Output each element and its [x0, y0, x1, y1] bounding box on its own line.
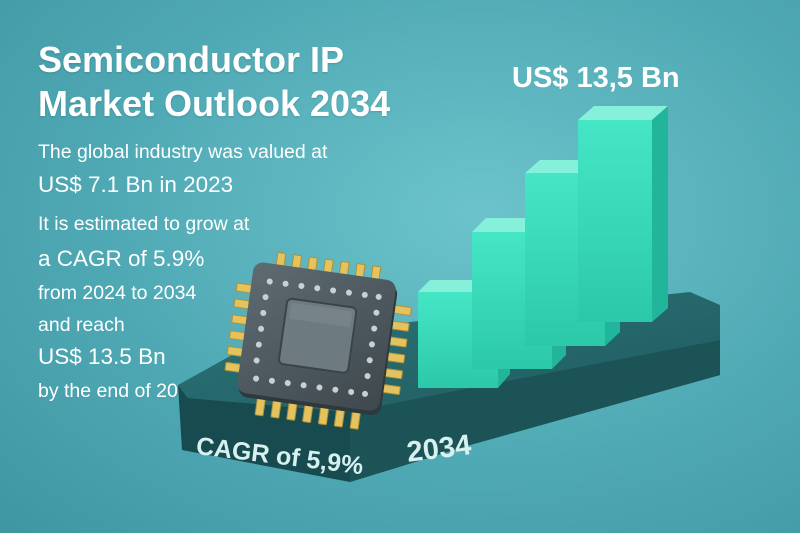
- headline: Semiconductor IP Market Outlook 2034: [38, 38, 390, 126]
- description-line-1: The global industry was valued at: [38, 141, 328, 163]
- headline-line-1: Semiconductor IP: [38, 39, 345, 80]
- description-line-6: and reach: [38, 314, 125, 336]
- headline-line-2: Market Outlook 2034: [38, 83, 391, 124]
- semiconductor-chip-icon: [224, 252, 412, 430]
- description-line-8: by the end of 2034: [38, 380, 200, 402]
- description-line-4: a CAGR of 5.9%: [38, 246, 205, 271]
- platform-right-face: [350, 340, 720, 482]
- peak-value-label: US$ 13,5 Bn: [512, 62, 680, 94]
- description-line-5: from 2024 to 2034: [38, 282, 197, 304]
- description-line-3: It is estimated to grow at: [38, 213, 250, 235]
- description-line-7: US$ 13.5 Bn: [38, 344, 166, 369]
- description-line-2: US$ 7.1 Bn in 2023: [38, 172, 234, 197]
- bar-4: [578, 106, 668, 322]
